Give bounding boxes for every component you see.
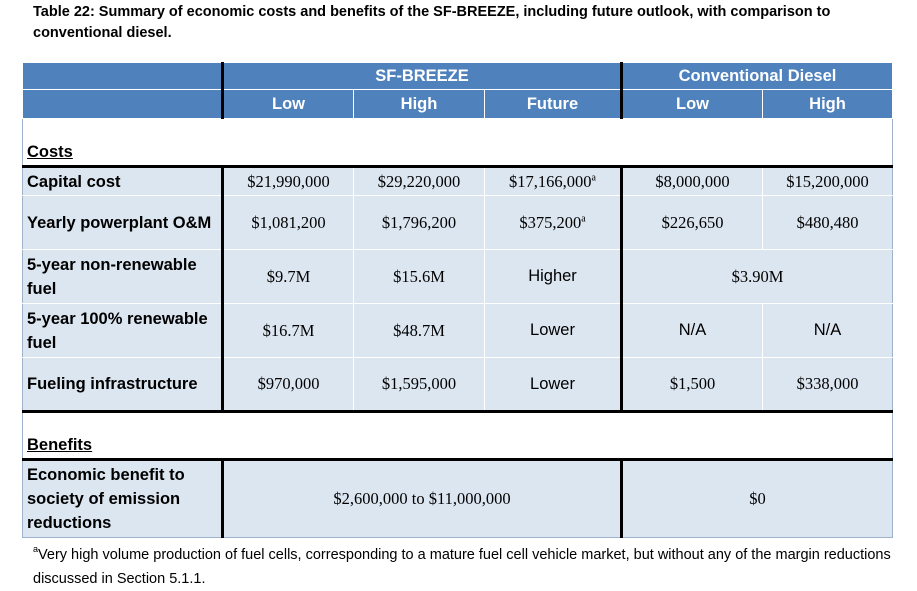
capital-sf-high: $29,220,000 xyxy=(353,165,485,196)
header-sf-future: Future xyxy=(484,89,622,119)
fueling-sf-future: Lower xyxy=(484,357,622,413)
header-sf-high: High xyxy=(353,89,485,119)
header-diesel-low: Low xyxy=(620,89,763,119)
cost-benefit-table: SF-BREEZE Conventional Diesel Low High F… xyxy=(22,62,893,538)
header-sf-low: Low xyxy=(221,89,354,119)
om-sf-future: $375,200a xyxy=(484,195,622,250)
om-sf-low: $1,081,200 xyxy=(221,195,354,250)
fueling-sf-low: $970,000 xyxy=(221,357,354,413)
section-benefits: Benefits xyxy=(22,411,893,460)
header-sf-breeze: SF-BREEZE xyxy=(221,62,622,90)
renew-diesel-high: N/A xyxy=(762,303,893,358)
om-diesel-high: $480,480 xyxy=(762,195,893,250)
benefit-sf-breeze: $2,600,000 to $11,000,000 xyxy=(221,458,622,538)
om-sf-high: $1,796,200 xyxy=(353,195,485,250)
footnote-marker: a xyxy=(591,172,596,183)
capital-diesel-high: $15,200,000 xyxy=(762,165,893,196)
fueling-diesel-low: $1,500 xyxy=(620,357,763,413)
renew-sf-low: $16.7M xyxy=(221,303,354,358)
renew-diesel-low: N/A xyxy=(620,303,763,358)
header-corner-2 xyxy=(22,89,223,119)
capital-sf-low: $21,990,000 xyxy=(221,165,354,196)
renew-sf-high: $48.7M xyxy=(353,303,485,358)
header-diesel-high: High xyxy=(762,89,893,119)
row-label-benefit: Economic benefit to society of emission … xyxy=(22,458,223,538)
table-footnote: aVery high volume production of fuel cel… xyxy=(33,538,913,591)
row-label-nonrenewable: 5-year non-renewable fuel xyxy=(22,249,223,304)
om-diesel-low: $226,650 xyxy=(620,195,763,250)
capital-sf-future: $17,166,000a xyxy=(484,165,622,196)
benefit-diesel: $0 xyxy=(620,458,893,538)
footnote-marker: a xyxy=(33,544,39,554)
footnote-marker: a xyxy=(581,213,586,224)
nonrenew-diesel: $3.90M xyxy=(620,249,893,304)
header-conventional-diesel: Conventional Diesel xyxy=(620,62,893,90)
row-label-fueling: Fueling infrastructure xyxy=(22,357,223,413)
fueling-sf-high: $1,595,000 xyxy=(353,357,485,413)
section-costs: Costs xyxy=(22,118,893,167)
table-caption: Table 22: Summary of economic costs and … xyxy=(33,4,831,41)
capital-diesel-low: $8,000,000 xyxy=(620,165,763,196)
header-corner xyxy=(22,62,223,90)
row-label-om: Yearly powerplant O&M xyxy=(22,195,223,250)
footnote-text: Very high volume production of fuel cell… xyxy=(33,546,891,587)
renew-sf-future: Lower xyxy=(484,303,622,358)
fueling-diesel-high: $338,000 xyxy=(762,357,893,413)
row-label-capital: Capital cost xyxy=(22,165,223,196)
nonrenew-sf-low: $9.7M xyxy=(221,249,354,304)
nonrenew-sf-high: $15.6M xyxy=(353,249,485,304)
nonrenew-sf-future: Higher xyxy=(484,249,622,304)
row-label-renewable: 5-year 100% renewable fuel xyxy=(22,303,223,358)
